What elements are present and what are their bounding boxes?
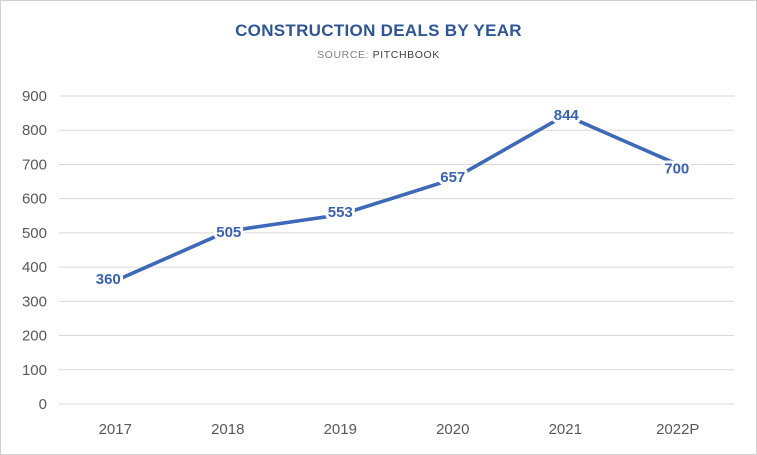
x-axis-labels: 2017 2018 2019 2020 2021 2022P [99,421,700,438]
data-label: 844 [554,107,580,124]
x-axis-tick-label: 2020 [436,421,469,438]
y-axis-tick-label: 800 [22,122,47,139]
y-axis-tick-label: 400 [22,259,47,276]
y-axis-tick-label: 600 [22,191,47,208]
deals-line-series [113,113,680,283]
y-axis-tick-label: 700 [22,156,47,173]
source-value: PITCHBOOK [372,49,440,61]
chart-subtitle: SOURCE: PITCHBOOK [1,49,756,61]
gridlines [59,95,734,405]
data-label: 657 [440,169,465,186]
data-label: 700 [664,160,689,177]
x-axis-tick-label: 2018 [211,421,244,438]
y-axis-tick-label: 100 [22,362,47,379]
x-axis-tick-label: 2022P [656,421,699,438]
y-axis-tick-label: 200 [22,328,47,345]
data-label: 505 [216,224,241,241]
x-axis-tick-label: 2019 [324,421,357,438]
x-axis-tick-label: 2017 [99,421,132,438]
x-axis-tick-label: 2021 [549,421,582,438]
y-axis-tick-label: 0 [39,396,47,413]
y-axis-tick-label: 900 [22,88,47,105]
y-axis-tick-label: 500 [22,225,47,242]
y-axis-tick-label: 300 [22,293,47,310]
data-label: 360 [96,271,121,288]
y-axis-labels: 0 100 200 300 400 500 600 700 800 900 [22,88,47,413]
data-labels: 360 505 553 657 844 700 [93,104,693,291]
source-label: SOURCE: [317,49,370,61]
data-label: 553 [328,204,353,221]
chart-title: CONSTRUCTION DEALS BY YEAR [235,21,522,40]
